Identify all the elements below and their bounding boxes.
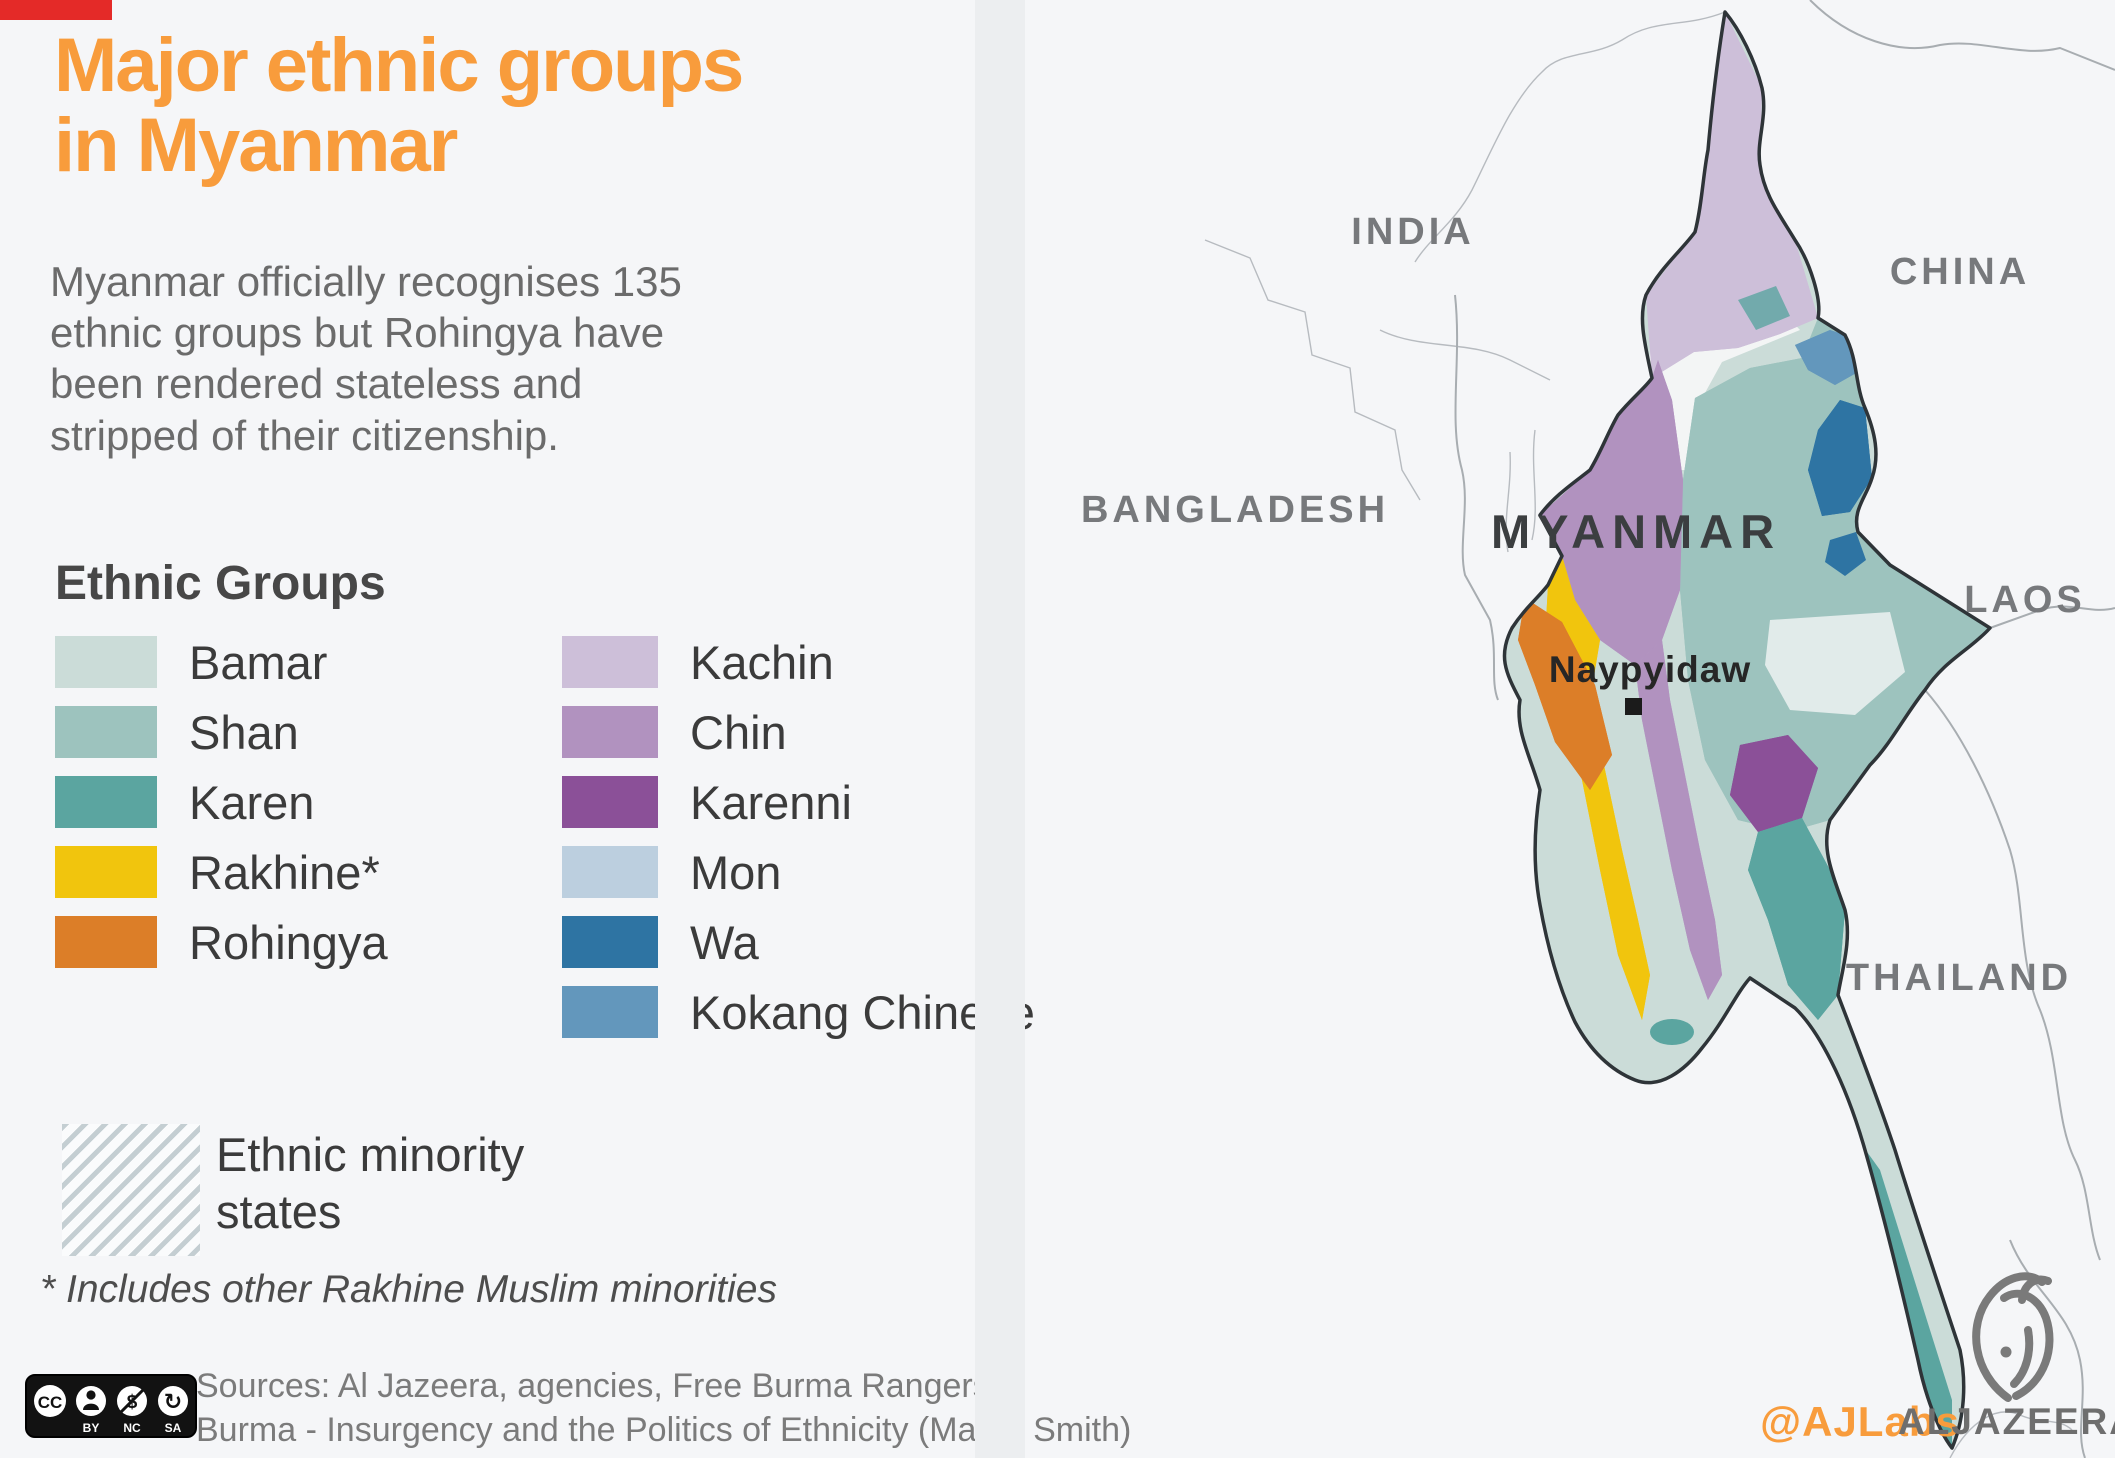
cc-by-label: BY — [83, 1421, 100, 1435]
myanmar-outline — [1502, 10, 1992, 1450]
top-red-bar — [0, 0, 112, 20]
legend-item-label: Shan — [189, 705, 299, 759]
legend-column-right: Kachin Chin Karenni Mon Wa Kokang Chines… — [562, 636, 1035, 1056]
label-naypyidaw: Naypyidaw — [1549, 649, 1751, 690]
legend-item-rakhine: Rakhine* — [55, 845, 388, 899]
cc-nc-icon: $ — [117, 1386, 147, 1416]
rakhine-footnote: * Includes other Rakhine Muslim minoriti… — [40, 1268, 777, 1311]
cc-license-badge: CC $ ↻ BY NC SA — [25, 1374, 197, 1438]
cc-by-person-icon — [76, 1386, 106, 1416]
label-china: CHINA — [1890, 251, 2030, 293]
legend-item-karenni: Karenni — [562, 775, 1035, 829]
legend-item-chin: Chin — [562, 705, 1035, 759]
legend-item-wa: Wa — [562, 915, 1035, 969]
svg-text:↻: ↻ — [164, 1389, 182, 1414]
legend-item-label: Bamar — [189, 635, 328, 689]
legend-item-mon: Mon — [562, 845, 1035, 899]
chin-swatch — [562, 706, 658, 758]
legend-item-label: Karenni — [690, 775, 852, 829]
legend-item-label: Mon — [690, 845, 782, 899]
kachin-swatch — [562, 636, 658, 688]
karenni-swatch — [562, 776, 658, 828]
naypyidaw-marker — [1625, 698, 1642, 715]
aljazeera-wordmark: ALJAZEERA — [1898, 1401, 2115, 1442]
legend-item-label: Kachin — [690, 635, 834, 689]
subtitle-text: Myanmar officially recognises 135 ethnic… — [50, 258, 682, 459]
ajlabs-handle: @AJLabs — [1760, 1398, 1960, 1445]
wa-swatch — [562, 916, 658, 968]
label-myanmar: MYANMAR — [1491, 505, 1781, 558]
legend-item-kachin: Kachin — [562, 635, 1035, 689]
legend-item-label: Wa — [690, 915, 759, 969]
label-laos: LAOS — [1964, 579, 2086, 621]
svg-text:CC: CC — [38, 1393, 63, 1412]
legend-item-karen: Karen — [55, 775, 388, 829]
mon-swatch — [562, 846, 658, 898]
region-delta-patch-2 — [1700, 1045, 1736, 1067]
legend-column-left: Bamar Shan Karen Rakhine* Rohingya — [55, 636, 388, 986]
minority-states-label: Ethnic minority states — [216, 1128, 525, 1239]
region-wa-south — [1825, 532, 1866, 576]
minority-states-hatch-swatch — [62, 1124, 200, 1256]
legend-item-rohingya: Rohingya — [55, 915, 388, 969]
aljazeera-logo-icon — [1972, 1272, 2054, 1402]
region-delta-patch-1 — [1650, 1019, 1694, 1045]
bamar-swatch — [55, 636, 157, 688]
page-title: Major ethnic groups in Myanmar — [54, 23, 744, 188]
legend-item-label: Rohingya — [189, 915, 388, 969]
region-kachin-teal-patch — [1738, 286, 1790, 330]
cc-icon: CC — [34, 1385, 66, 1417]
kokang-swatch — [562, 986, 658, 1038]
legend-item-label: Chin — [690, 705, 787, 759]
legend-item-label: Karen — [189, 775, 315, 829]
shan-swatch — [55, 706, 157, 758]
label-thailand: THAILAND — [1846, 957, 2072, 999]
map-edge-band — [975, 0, 1025, 1458]
region-shan-light-patch — [1765, 612, 1905, 715]
legend-item-bamar: Bamar — [55, 635, 388, 689]
cc-nc-label: NC — [123, 1421, 141, 1435]
cc-sa-label: SA — [165, 1421, 182, 1435]
legend-item-shan: Shan — [55, 705, 388, 759]
cc-sa-icon: ↻ — [158, 1386, 188, 1416]
title-line-1: Major ethnic groups — [54, 23, 744, 108]
myanmar-ethnic-map: INDIA BANGLADESH CHINA LAOS THAILAND MYA… — [975, 0, 2115, 1458]
cc-badge-plate — [25, 1374, 197, 1438]
legend-item-label: Rakhine* — [189, 845, 380, 899]
legend-heading: Ethnic Groups — [55, 557, 386, 610]
title-line-2: in Myanmar — [54, 102, 458, 188]
rakhine-swatch — [55, 846, 157, 898]
label-india: INDIA — [1351, 211, 1474, 253]
label-bangladesh: BANGLADESH — [1081, 489, 1389, 531]
karen-swatch — [55, 776, 157, 828]
rohingya-swatch — [55, 916, 157, 968]
